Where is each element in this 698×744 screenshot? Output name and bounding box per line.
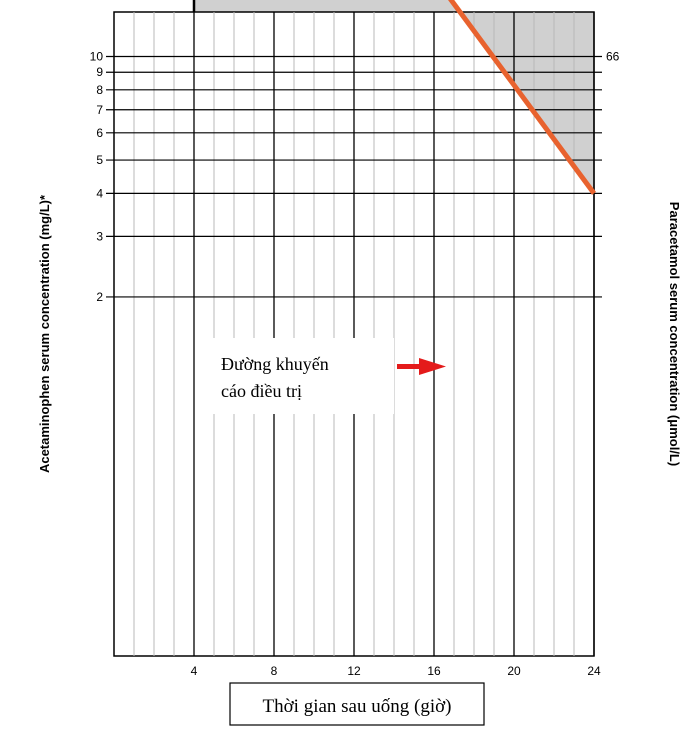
grid bbox=[106, 0, 602, 657]
y-left-tick-label: 4 bbox=[96, 186, 103, 200]
arrow-head bbox=[419, 358, 446, 375]
x-tick-label: 12 bbox=[347, 664, 361, 678]
x-tick-label: 16 bbox=[427, 664, 441, 678]
annotation-layer: Đường khuyến cáo điều trị bbox=[206, 338, 446, 414]
y-left-tick-label: 2 bbox=[96, 290, 103, 304]
annotation-line-2: cáo điều trị bbox=[221, 381, 302, 401]
y-right-axis-title: Paracetamol serum concentration (μmol/L) bbox=[667, 202, 682, 466]
x-axis-title: Thời gian sau uống (giờ) bbox=[263, 696, 452, 717]
y-left-axis-title: Acetaminophen serum concentration (mg/L)… bbox=[37, 194, 52, 473]
y-left-tick-label: 3 bbox=[96, 229, 103, 243]
y-right-ticks: 1985132399266233166 bbox=[606, 50, 620, 64]
treatment-line bbox=[448, 0, 597, 195]
y-left-tick-label: 7 bbox=[96, 103, 103, 117]
annotation-line-1: Đường khuyến bbox=[221, 354, 329, 374]
y-left-tick-label: 9 bbox=[96, 65, 103, 79]
series-layer bbox=[448, 0, 597, 195]
x-tick-label: 24 bbox=[587, 664, 601, 678]
y-left-tick-label: 5 bbox=[96, 153, 103, 167]
y-left-tick-label: 8 bbox=[96, 83, 103, 97]
x-tick-label: 20 bbox=[507, 664, 521, 678]
x-axis-title-box bbox=[229, 682, 485, 726]
arrow-shaft bbox=[397, 364, 423, 369]
y-left-ticks: 23456789102030405060708090100150200300 bbox=[90, 50, 104, 304]
x-tick-label: 8 bbox=[271, 664, 278, 678]
y-right-tick-label: 66 bbox=[606, 50, 620, 64]
annotation-box bbox=[206, 338, 394, 414]
y-left-tick-label: 6 bbox=[96, 126, 103, 140]
y-left-tick-label: 10 bbox=[90, 50, 104, 64]
x-tick-label: 4 bbox=[191, 664, 198, 678]
x-ticks: 4 8 12 16 20 24 bbox=[191, 664, 601, 678]
